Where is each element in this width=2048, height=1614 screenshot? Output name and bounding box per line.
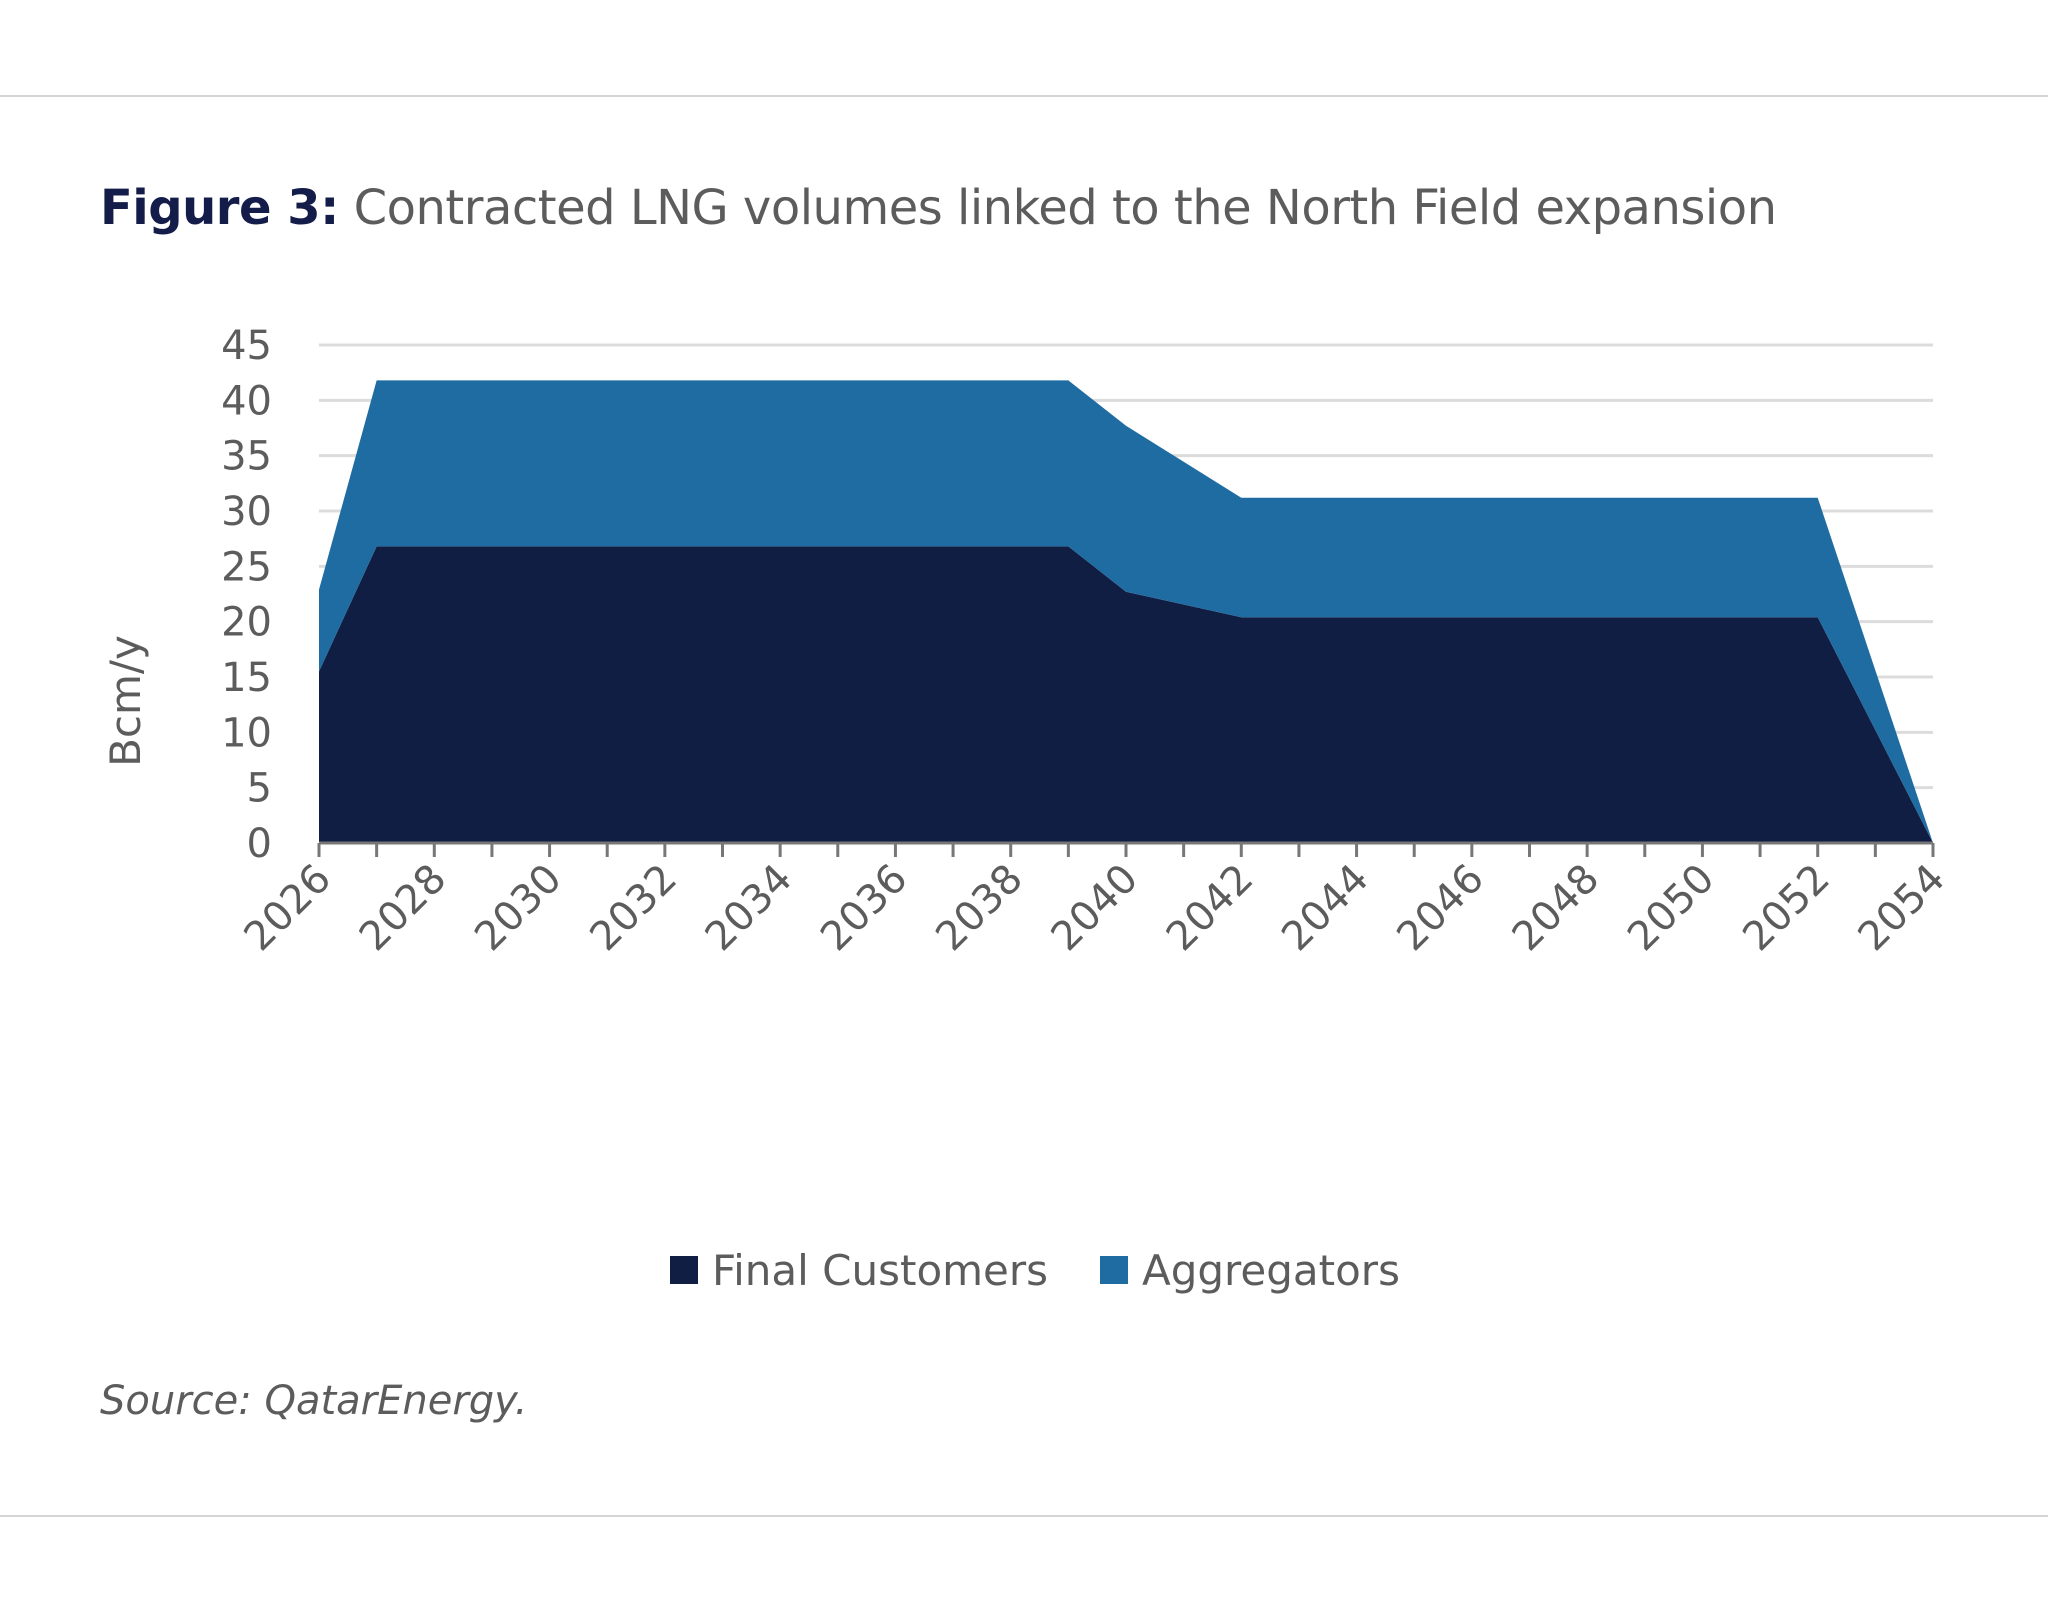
figure-title: Figure 3: Contracted LNG volumes linked … bbox=[100, 180, 1777, 236]
legend-label: Final Customers bbox=[712, 1246, 1048, 1295]
y-tick-label: 25 bbox=[221, 544, 272, 590]
y-tick-label: 0 bbox=[247, 821, 272, 867]
y-tick-label: 10 bbox=[221, 710, 272, 756]
x-tick-label: 2046 bbox=[1388, 856, 1493, 961]
y-tick-label: 45 bbox=[221, 323, 272, 369]
figure-title-text: Contracted LNG volumes linked to the Nor… bbox=[353, 180, 1777, 236]
figure-label: Figure 3: bbox=[100, 180, 339, 236]
x-tick-label: 2052 bbox=[1734, 856, 1839, 961]
y-tick-label: 30 bbox=[221, 489, 272, 535]
x-tick-label: 2040 bbox=[1043, 856, 1148, 961]
areas bbox=[319, 380, 1933, 843]
x-tick-label: 2026 bbox=[236, 856, 341, 961]
area-final-customers bbox=[319, 546, 1933, 843]
legend-label: Aggregators bbox=[1142, 1246, 1400, 1295]
x-tick-label: 2054 bbox=[1850, 856, 1955, 961]
x-tick-label: 2028 bbox=[351, 856, 456, 961]
y-tick-label: 35 bbox=[221, 434, 272, 480]
x-tick-label: 2042 bbox=[1158, 856, 1263, 961]
x-tick-label: 2036 bbox=[812, 856, 917, 961]
x-tick-label: 2032 bbox=[581, 856, 686, 961]
y-tick-label: 5 bbox=[247, 766, 272, 812]
y-tick-label: 20 bbox=[221, 600, 272, 646]
x-tick-label: 2044 bbox=[1273, 856, 1378, 961]
x-tick-label: 2030 bbox=[466, 856, 571, 961]
legend-swatch bbox=[1100, 1256, 1128, 1284]
y-tick-label: 15 bbox=[221, 655, 272, 701]
legend: Final Customers Aggregators bbox=[670, 1246, 1400, 1295]
y-axis-label: Bcm/y bbox=[101, 635, 150, 767]
y-tick-label: 40 bbox=[221, 378, 272, 424]
top-divider bbox=[0, 95, 2048, 97]
legend-swatch bbox=[670, 1256, 698, 1284]
x-tick-label: 2048 bbox=[1504, 856, 1609, 961]
source-note: Source: QatarEnergy. bbox=[100, 1378, 528, 1424]
x-tick-label: 2038 bbox=[927, 856, 1032, 961]
area-aggregators bbox=[319, 380, 1933, 843]
x-tick-label: 2034 bbox=[697, 856, 802, 961]
x-tick-label: 2050 bbox=[1619, 856, 1724, 961]
bottom-divider bbox=[0, 1515, 2048, 1517]
